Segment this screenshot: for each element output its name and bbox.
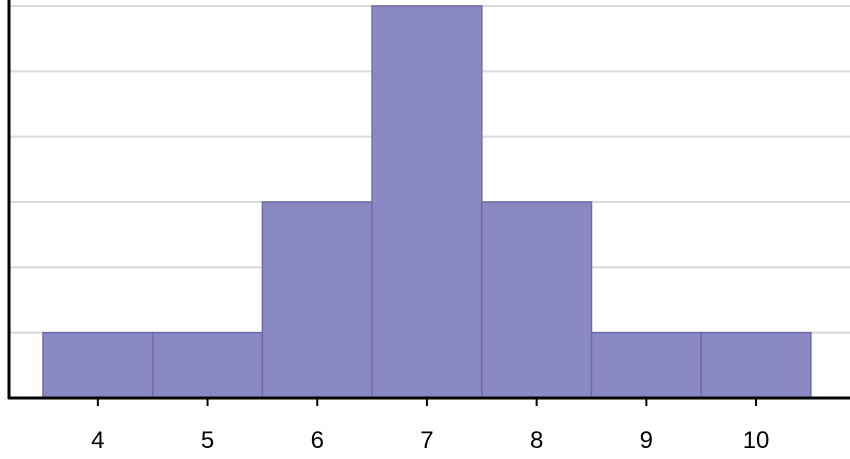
bar-8 [481,201,593,399]
bar-7 [371,5,483,399]
x-tick-label-10: 10 [743,427,770,454]
axes [7,0,850,400]
bar-6 [261,201,373,399]
x-tick-label-7: 7 [420,427,433,454]
x-tick-label-6: 6 [311,427,324,454]
x-tick-label-4: 4 [91,427,104,454]
bar-4 [42,331,154,399]
x-tick-label-5: 5 [201,427,214,454]
bar-10 [700,331,812,399]
x-axis-ticks: 4 5 6 7 8 9 10 [91,398,769,454]
x-tick-label-9: 9 [640,427,653,454]
bars [42,5,812,399]
bar-9 [590,331,702,399]
bar-5 [151,331,264,399]
x-tick-label-8: 8 [530,427,543,454]
